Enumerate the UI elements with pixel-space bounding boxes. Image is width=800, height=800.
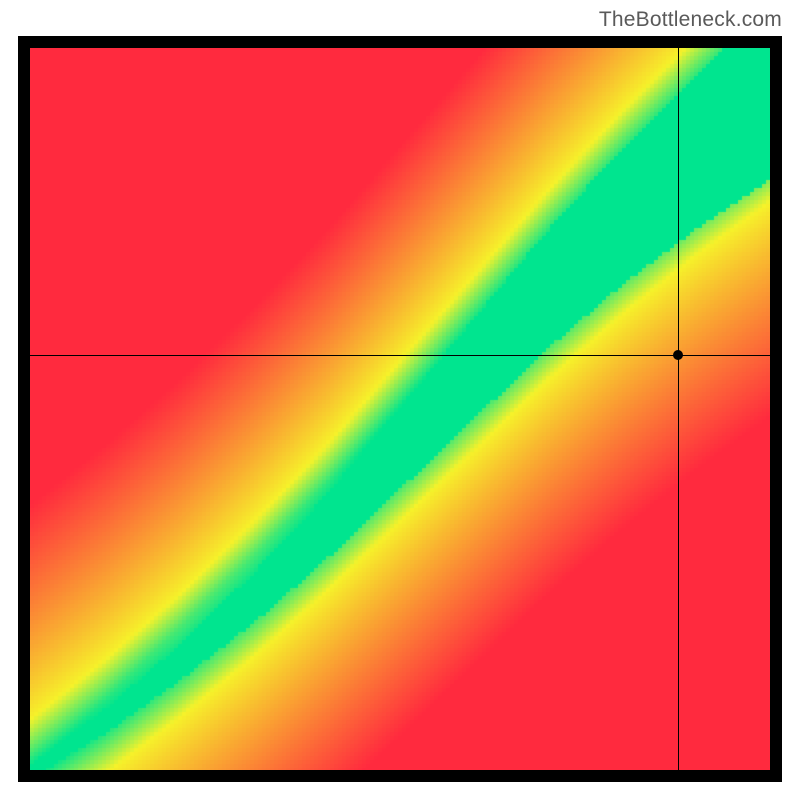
plot-frame xyxy=(18,36,782,782)
crosshair-horizontal xyxy=(30,355,770,356)
crosshair-marker xyxy=(673,350,683,360)
heatmap-canvas xyxy=(30,48,770,770)
container: TheBottleneck.com xyxy=(0,0,800,800)
watermark-text: TheBottleneck.com xyxy=(599,8,782,32)
crosshair-vertical xyxy=(678,48,679,770)
plot-area xyxy=(30,48,770,770)
